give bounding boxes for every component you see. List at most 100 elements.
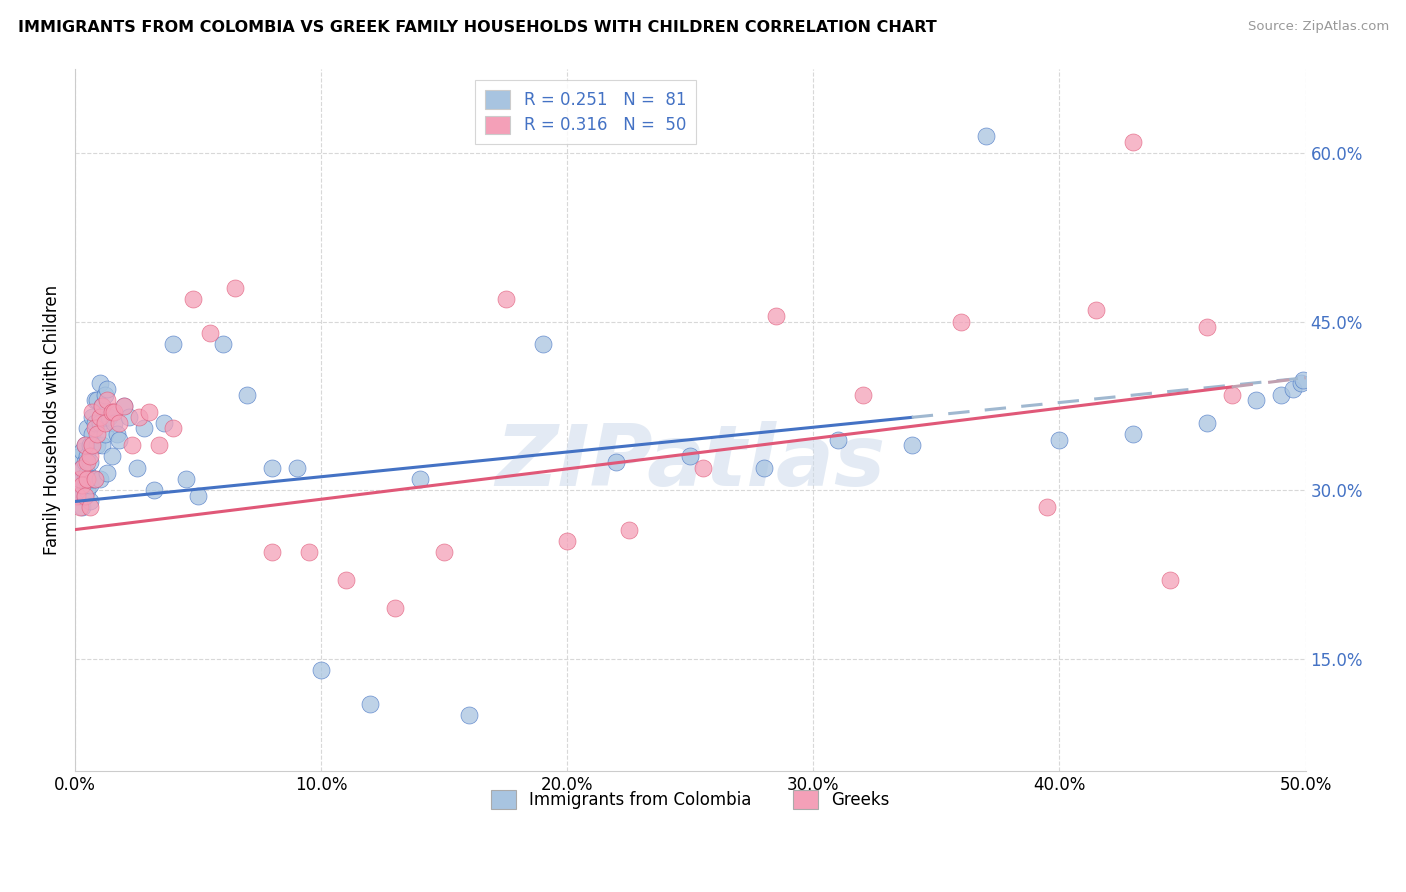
Point: [118, 410, 141, 425]
Point: [181, 292, 204, 306]
Point: [128, 410, 150, 425]
Point: [73, 438, 96, 452]
Point: [83, 421, 105, 435]
Point: [1282, 382, 1305, 396]
Point: [86, 438, 108, 452]
Point: [86, 393, 108, 408]
Point: [86, 427, 108, 442]
Point: [162, 421, 184, 435]
Point: [82, 410, 104, 425]
Point: [851, 387, 873, 401]
Point: [72, 472, 94, 486]
Point: [162, 337, 184, 351]
Point: [89, 376, 111, 391]
Point: [89, 410, 111, 425]
Point: [72, 500, 94, 515]
Point: [531, 337, 554, 351]
Point: [82, 427, 104, 442]
Point: [69, 450, 91, 464]
Point: [76, 467, 98, 481]
Point: [138, 404, 160, 418]
Point: [76, 455, 98, 469]
Point: [1197, 320, 1219, 334]
Point: [91, 399, 114, 413]
Point: [79, 455, 101, 469]
Point: [82, 438, 104, 452]
Point: [112, 399, 135, 413]
Point: [73, 472, 96, 486]
Point: [1220, 387, 1243, 401]
Point: [79, 477, 101, 491]
Point: [93, 416, 115, 430]
Point: [72, 443, 94, 458]
Point: [152, 416, 174, 430]
Point: [1122, 135, 1144, 149]
Point: [82, 438, 104, 452]
Point: [72, 477, 94, 491]
Point: [260, 545, 283, 559]
Point: [200, 326, 222, 340]
Point: [83, 416, 105, 430]
Point: [359, 697, 381, 711]
Point: [93, 427, 115, 442]
Point: [73, 477, 96, 491]
Point: [91, 438, 114, 452]
Point: [1159, 573, 1181, 587]
Point: [187, 489, 209, 503]
Point: [101, 404, 124, 418]
Point: [66, 477, 89, 491]
Point: [260, 460, 283, 475]
Text: IMMIGRANTS FROM COLOMBIA VS GREEK FAMILY HOUSEHOLDS WITH CHILDREN CORRELATION CH: IMMIGRANTS FROM COLOMBIA VS GREEK FAMILY…: [18, 20, 936, 35]
Point: [142, 483, 165, 498]
Point: [974, 128, 997, 143]
Point: [101, 450, 124, 464]
Y-axis label: Family Households with Children: Family Households with Children: [44, 285, 60, 555]
Point: [433, 545, 456, 559]
Point: [309, 663, 332, 677]
Point: [73, 438, 96, 452]
Point: [148, 438, 170, 452]
Point: [103, 404, 125, 418]
Point: [96, 393, 118, 408]
Point: [79, 494, 101, 508]
Point: [72, 460, 94, 475]
Point: [93, 387, 115, 401]
Point: [103, 416, 125, 430]
Point: [174, 472, 197, 486]
Point: [555, 533, 578, 548]
Point: [66, 489, 89, 503]
Point: [384, 601, 406, 615]
Point: [72, 460, 94, 475]
Point: [96, 467, 118, 481]
Point: [73, 489, 96, 503]
Point: [83, 393, 105, 408]
Point: [112, 399, 135, 413]
Point: [1122, 427, 1144, 442]
Point: [101, 404, 124, 418]
Point: [125, 460, 148, 475]
Point: [76, 472, 98, 486]
Point: [1292, 373, 1315, 387]
Point: [76, 421, 98, 435]
Point: [1085, 303, 1108, 318]
Point: [236, 387, 259, 401]
Point: [298, 545, 321, 559]
Point: [76, 483, 98, 498]
Point: [69, 489, 91, 503]
Point: [69, 472, 91, 486]
Point: [692, 460, 714, 475]
Text: ZIPatlas: ZIPatlas: [495, 421, 886, 504]
Point: [91, 399, 114, 413]
Point: [79, 438, 101, 452]
Point: [457, 708, 479, 723]
Text: Source: ZipAtlas.com: Source: ZipAtlas.com: [1249, 20, 1389, 33]
Point: [105, 427, 128, 442]
Point: [73, 489, 96, 503]
Point: [224, 281, 246, 295]
Point: [83, 472, 105, 486]
Point: [1036, 500, 1059, 515]
Point: [66, 467, 89, 481]
Point: [408, 472, 430, 486]
Point: [495, 292, 517, 306]
Point: [76, 472, 98, 486]
